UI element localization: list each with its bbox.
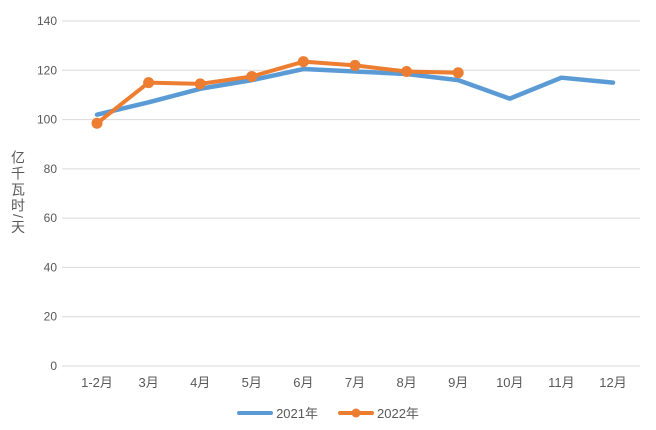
x-tick-label: 5月 <box>242 375 262 390</box>
series-line-2022年 <box>95 59 461 126</box>
y-tick-label: 100 <box>37 113 57 127</box>
legend-label-2021: 2021年 <box>276 406 318 421</box>
data-point-2022年 <box>452 67 464 79</box>
data-point-2022年 <box>246 70 258 82</box>
y-tick-label: 0 <box>50 359 57 373</box>
legend-item-2022: 2022年 <box>338 403 419 422</box>
series-line-2021年 <box>94 66 616 117</box>
data-point-2022年 <box>349 59 361 71</box>
x-tick-label: 9月 <box>448 375 468 390</box>
legend-dot-marker-2022 <box>351 408 361 417</box>
legend-line-marker-2022 <box>338 408 374 417</box>
y-tick-label: 140 <box>37 14 57 28</box>
y-tick-label: 60 <box>44 211 58 225</box>
x-tick-label: 10月 <box>496 375 523 390</box>
x-tick-label: 3月 <box>138 375 158 390</box>
x-tick-label: 7月 <box>345 375 365 390</box>
legend-label-2022: 2022年 <box>377 406 419 421</box>
y-tick-label: 120 <box>37 63 57 77</box>
data-point-2022年 <box>194 78 206 90</box>
x-tick-label: 8月 <box>396 375 416 390</box>
y-tick-label: 20 <box>44 310 58 324</box>
y-tick-label: 80 <box>44 162 58 176</box>
data-point-2022年 <box>297 56 309 68</box>
legend-line-marker-2021 <box>237 410 274 415</box>
data-point-2022年 <box>143 77 155 89</box>
legend-item-2021: 2021年 <box>237 403 318 422</box>
x-tick-label: 4月 <box>190 375 210 390</box>
chart-legend: 2021年 2022年 <box>0 403 656 422</box>
x-tick-label: 11月 <box>548 375 575 390</box>
x-tick-label: 1-2月 <box>81 375 113 390</box>
y-axis-title: 亿千瓦时/天 <box>10 150 26 236</box>
x-tick-label: 6月 <box>293 375 313 390</box>
data-point-2022年 <box>401 66 413 78</box>
x-tick-label: 12月 <box>599 375 626 390</box>
y-tick-label: 40 <box>44 260 58 274</box>
data-point-2022年 <box>91 117 103 129</box>
